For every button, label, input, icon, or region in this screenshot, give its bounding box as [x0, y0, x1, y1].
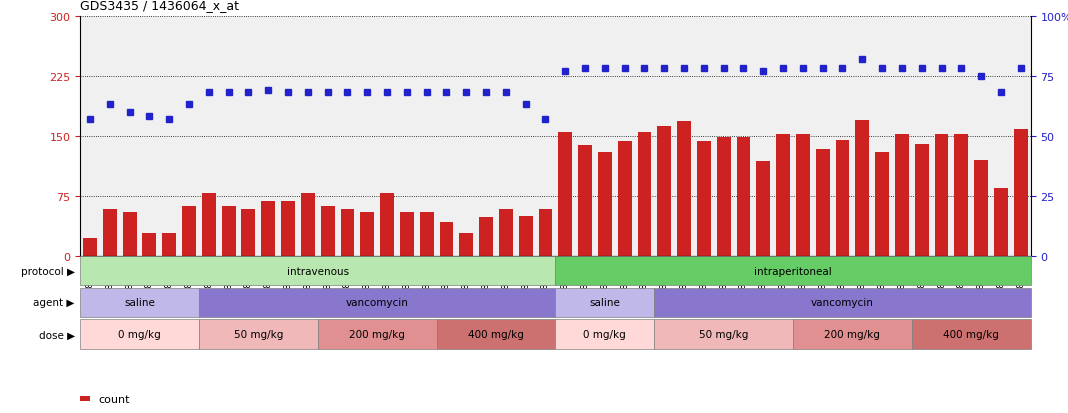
- Bar: [162, 234, 176, 256]
- Bar: [994, 188, 1008, 256]
- Bar: [182, 206, 195, 256]
- Bar: [538, 210, 552, 256]
- Bar: [934, 135, 948, 256]
- Bar: [578, 146, 592, 256]
- Bar: [915, 144, 929, 256]
- Text: 50 mg/kg: 50 mg/kg: [234, 330, 283, 339]
- Text: 200 mg/kg: 200 mg/kg: [824, 330, 880, 339]
- Text: 200 mg/kg: 200 mg/kg: [349, 330, 405, 339]
- Bar: [341, 210, 355, 256]
- Text: protocol ▶: protocol ▶: [20, 266, 75, 276]
- Bar: [83, 238, 97, 256]
- Bar: [241, 210, 255, 256]
- Bar: [202, 194, 216, 256]
- Bar: [776, 135, 790, 256]
- Bar: [399, 212, 413, 256]
- Bar: [796, 135, 810, 256]
- Text: 0 mg/kg: 0 mg/kg: [583, 330, 626, 339]
- Bar: [380, 194, 394, 256]
- Bar: [638, 132, 651, 256]
- Bar: [875, 152, 889, 256]
- Bar: [756, 162, 770, 256]
- Bar: [360, 212, 374, 256]
- Text: vancomycin: vancomycin: [346, 298, 409, 308]
- Text: count: count: [98, 394, 129, 404]
- Text: saline: saline: [124, 298, 155, 308]
- Text: dose ▶: dose ▶: [38, 330, 75, 339]
- Text: intravenous: intravenous: [286, 266, 349, 276]
- Bar: [598, 152, 612, 256]
- Text: GDS3435 / 1436064_x_at: GDS3435 / 1436064_x_at: [80, 0, 239, 12]
- Bar: [281, 202, 295, 256]
- Bar: [717, 138, 731, 256]
- Bar: [103, 210, 116, 256]
- Bar: [301, 194, 315, 256]
- Bar: [459, 234, 473, 256]
- Bar: [499, 210, 513, 256]
- Bar: [974, 160, 988, 256]
- Bar: [677, 122, 691, 256]
- Bar: [420, 212, 434, 256]
- Bar: [320, 206, 334, 256]
- Text: 400 mg/kg: 400 mg/kg: [468, 330, 524, 339]
- Text: saline: saline: [590, 298, 621, 308]
- Bar: [835, 140, 849, 256]
- Bar: [657, 127, 671, 256]
- Text: 0 mg/kg: 0 mg/kg: [119, 330, 161, 339]
- Text: intraperitoneal: intraperitoneal: [754, 266, 832, 276]
- Bar: [855, 120, 869, 256]
- Text: 50 mg/kg: 50 mg/kg: [698, 330, 749, 339]
- Bar: [519, 216, 533, 256]
- Bar: [737, 138, 751, 256]
- Bar: [222, 206, 236, 256]
- Bar: [123, 212, 137, 256]
- Bar: [955, 135, 969, 256]
- Bar: [480, 218, 493, 256]
- Bar: [1014, 130, 1027, 256]
- Bar: [440, 223, 454, 256]
- Bar: [816, 150, 830, 256]
- Bar: [617, 142, 631, 256]
- Text: vancomycin: vancomycin: [811, 298, 874, 308]
- Bar: [262, 202, 276, 256]
- Bar: [559, 132, 572, 256]
- Bar: [895, 135, 909, 256]
- Text: 400 mg/kg: 400 mg/kg: [943, 330, 1000, 339]
- Bar: [697, 142, 711, 256]
- Bar: [142, 234, 156, 256]
- Text: agent ▶: agent ▶: [33, 298, 75, 308]
